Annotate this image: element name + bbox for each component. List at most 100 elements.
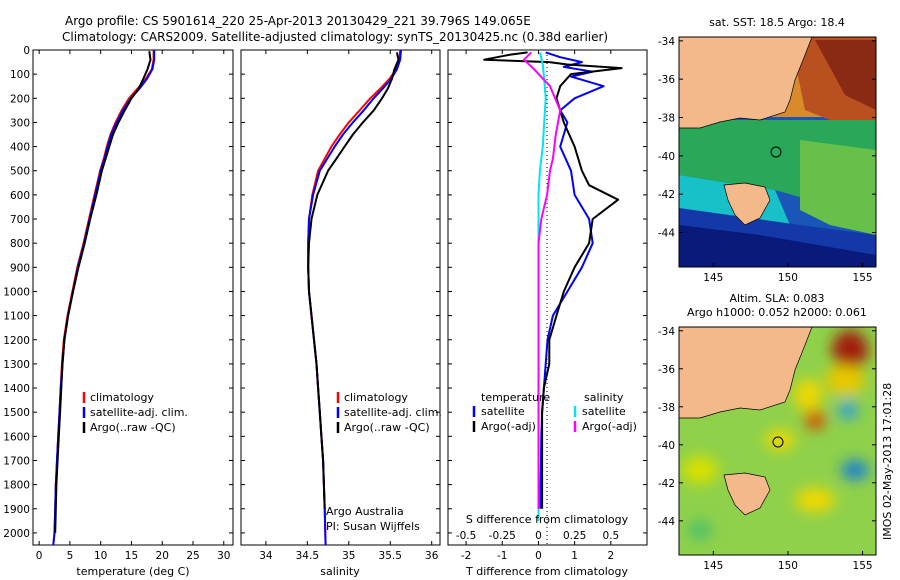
series-argo-raw-qc-	[54, 51, 152, 533]
temperature-legend: climatology satellite-adj. clim. Argo(..…	[82, 391, 188, 434]
sla-mainland	[679, 327, 813, 419]
lat-tick-label: -40	[658, 440, 675, 452]
s-difference-label: S difference from climatology	[466, 513, 629, 526]
x-tick-label: 0	[535, 550, 542, 562]
lon-tick-label: 145	[703, 272, 723, 284]
lon-tick-label: 145	[703, 560, 723, 572]
series-satellite-adj-clim-	[52, 50, 156, 545]
legend-s-satellite: satellite	[582, 405, 626, 418]
sla-tasmania	[723, 472, 771, 516]
lat-tick-label: -34	[658, 326, 675, 338]
depth-tick-label: 400	[10, 142, 30, 154]
series-climatology	[52, 50, 155, 545]
lat-tick-label: -42	[658, 478, 675, 490]
series-temperature-argo-adj-	[483, 51, 623, 509]
s-tick-label: -0.5	[456, 530, 477, 542]
footer-timestamp: IMOS 02-May-2013 17:01:28	[881, 383, 894, 540]
header-line2: Climatology: CARS2009. Satellite-adjuste…	[62, 30, 608, 44]
legend-temperature-header: temperature	[481, 391, 550, 404]
x-tick-label: 36	[425, 550, 439, 562]
sst-map-title: sat. SST: 18.5 Argo: 18.4	[709, 16, 845, 29]
depth-tick-label: 1700	[3, 455, 30, 467]
t-difference-x-axis: -2 -1 0 1 2	[461, 50, 614, 562]
argo-australia-label: Argo Australia	[326, 505, 404, 518]
lat-tick-label: -38	[658, 402, 675, 414]
sst-argo-location-marker	[770, 146, 782, 158]
x-tick-label: 15	[125, 550, 138, 562]
legend-satellite: satellite-adj. clim.	[344, 406, 442, 419]
sla-map-title2: Argo h1000: 0.052 h2000: 0.061	[687, 306, 867, 319]
lat-tick-label: -44	[658, 516, 675, 528]
x-tick-label: 35	[342, 550, 355, 562]
lon-tick-label: 155	[853, 560, 873, 572]
series-salinity-argo-adj-	[523, 51, 562, 509]
sst-hottest-patch	[815, 40, 876, 110]
sst-coldest-band	[679, 225, 876, 267]
salinity-x-axis: 34 34.5 35 35.5 36	[259, 50, 439, 562]
s-tick-label: 0	[535, 530, 542, 542]
s-tick-label: 0.5	[602, 530, 619, 542]
depth-tick-label: 1100	[3, 311, 30, 323]
x-tick-label: 25	[186, 550, 199, 562]
lat-tick-label: -40	[658, 151, 675, 163]
salinity-plot-frame	[240, 49, 441, 546]
x-tick-label: 34.5	[296, 550, 319, 562]
legend-t-satellite: satellite	[481, 405, 525, 418]
depth-tick-label: 2000	[3, 528, 30, 540]
header-line1: Argo profile: CS 5901614_220 25-Apr-2013…	[65, 14, 531, 28]
legend-climatology: climatology	[90, 391, 154, 404]
depth-tick-label: 1900	[3, 504, 30, 516]
salinity-series	[307, 50, 402, 545]
depth-tick-label: 1600	[3, 431, 30, 443]
legend-argo: Argo(..raw -QC)	[90, 421, 176, 434]
depth-tick-label: 1300	[3, 359, 30, 371]
s-tick-label: 0.25	[563, 530, 586, 542]
salinity-legend: climatology satellite-adj. clim. Argo(..…	[336, 391, 442, 434]
sla-map	[679, 327, 876, 555]
x-tick-label: 20	[156, 550, 169, 562]
sla-map-title1: Altim. SLA: 0.083	[729, 292, 824, 305]
depth-tick-label: 500	[10, 166, 30, 178]
x-tick-label: 10	[94, 550, 107, 562]
difference-plot-frame	[447, 49, 648, 546]
s-difference-axis: -0.5 -0.25 0 0.25 0.5	[456, 530, 619, 542]
difference-series	[483, 51, 623, 545]
sla-lon-axis: 145 150 155	[703, 551, 873, 572]
sst-tasmania	[723, 182, 771, 226]
sst-mid-patch	[800, 140, 876, 235]
legend-s-argo: Argo(-adj)	[582, 420, 637, 433]
x-tick-label: -2	[461, 550, 471, 562]
pi-label: PI: Susan Wijffels	[326, 520, 420, 533]
depth-axis: 0 100 200 300 400 500 600 700 800 900 1000 1100 1200…	[3, 45, 647, 540]
depth-tick-label: 800	[10, 238, 30, 250]
x-tick-label: 1	[571, 550, 578, 562]
temperature-plot-frame	[32, 49, 234, 546]
lat-tick-label: -42	[658, 189, 675, 201]
difference-x-label: T difference from climatology	[465, 565, 628, 578]
x-tick-label: 30	[217, 550, 230, 562]
sst-mainland	[679, 37, 813, 129]
legend-argo: Argo(..raw -QC)	[344, 421, 430, 434]
lat-tick-label: -36	[658, 74, 675, 86]
difference-legend: temperature salinity satellite Argo(-adj…	[472, 391, 637, 433]
sst-lat-axis: -34 -36 -38 -40 -42 -44	[658, 36, 876, 240]
sst-lon-axis: 145 150 155	[703, 263, 873, 284]
legend-climatology: climatology	[344, 391, 408, 404]
depth-tick-label: 0	[23, 45, 30, 57]
lon-tick-label: 150	[778, 272, 798, 284]
lon-tick-label: 155	[853, 272, 873, 284]
legend-t-argo: Argo(-adj)	[481, 420, 536, 433]
depth-tick-label: 300	[10, 117, 30, 129]
legend-satellite: satellite-adj. clim.	[90, 406, 188, 419]
sst-map	[679, 37, 876, 267]
depth-tick-label: 100	[10, 69, 30, 81]
temperature-x-label: temperature (deg C)	[76, 565, 189, 578]
series-temperature-satellite	[539, 51, 605, 509]
sla-argo-location-marker	[772, 436, 784, 448]
lat-tick-label: -36	[658, 364, 675, 376]
x-tick-label: -1	[497, 550, 507, 562]
temperature-x-axis: 0 5 10 15 20 25 30	[36, 50, 230, 562]
depth-tick-label: 600	[10, 190, 30, 202]
lon-tick-label: 150	[778, 560, 798, 572]
